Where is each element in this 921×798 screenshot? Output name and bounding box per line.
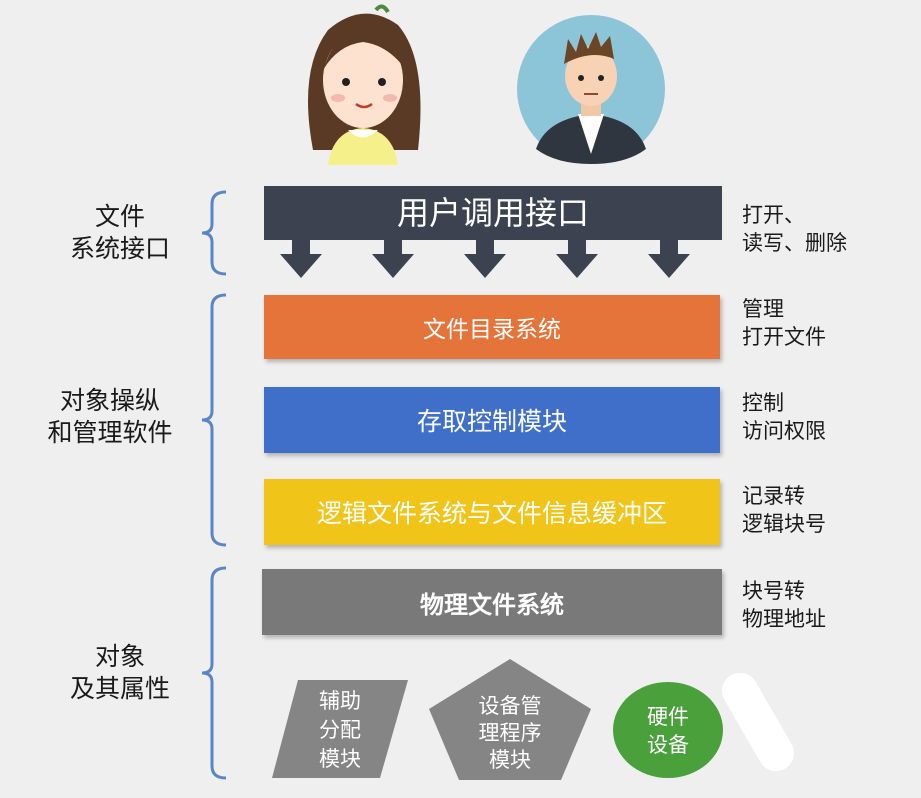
svg-text:分配: 分配	[319, 718, 361, 742]
label-objects-and-attributes: 对象 及其属性	[69, 642, 170, 703]
layer-physical-file-system: 物理文件系统	[262, 569, 722, 635]
avatar-girl	[298, 0, 428, 165]
layer-logical-file-system: 逻辑文件系统与文件信息缓冲区	[264, 479, 720, 545]
svg-text:模块: 模块	[489, 748, 531, 772]
aux-allocation-module: 辅助 分配 模块	[272, 680, 408, 778]
note-manage-open-files: 管理 打开文件	[742, 297, 826, 349]
layer-directory-system: 文件目录系统	[264, 295, 720, 359]
layer-access-control: 存取控制模块	[264, 387, 720, 453]
user-interface-title: 用户调用接口	[397, 194, 589, 232]
white-capsule-shape	[722, 672, 794, 772]
hardware-device: 硬件 设备	[613, 682, 723, 778]
svg-text:模块: 模块	[319, 747, 361, 771]
label-file-system-interface: 文件 系统接口	[69, 202, 170, 263]
brace-objects	[201, 566, 227, 780]
svg-text:设备: 设备	[647, 733, 689, 757]
avatar-boy	[516, 14, 666, 164]
svg-text:辅助: 辅助	[319, 689, 361, 713]
user-interface-band: 用户调用接口	[264, 186, 722, 278]
svg-text:理程序: 理程序	[479, 721, 542, 745]
brace-software	[201, 293, 227, 547]
note-access-permission: 控制 访问权限	[742, 391, 826, 443]
label-object-management-software: 对象操纵 和管理软件	[47, 386, 173, 447]
svg-text:硬件: 硬件	[647, 705, 689, 729]
svg-text:设备管: 设备管	[479, 694, 542, 718]
note-physical-address: 块号转 物理地址	[742, 579, 826, 631]
device-management-module: 设备管 理程序 模块	[429, 659, 591, 780]
note-open-read-write-delete: 打开、 读写、删除	[742, 203, 847, 255]
brace-interface	[201, 190, 227, 276]
note-logical-block: 记录转 逻辑块号	[742, 484, 826, 536]
